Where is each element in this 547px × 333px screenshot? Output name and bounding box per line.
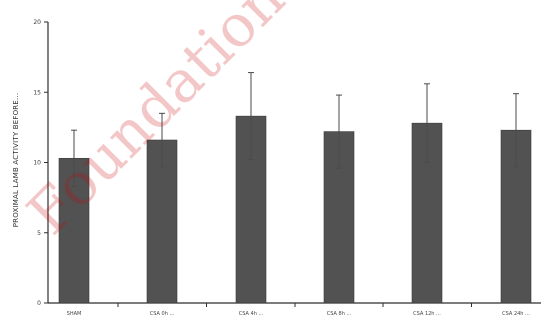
- y-axis-title: PROXIMAL LAMB ACTIVITY BEFORE...: [12, 93, 20, 228]
- category-label: SHAM: [67, 311, 82, 317]
- y-tick-label: 15: [33, 89, 41, 96]
- y-tick-label: 20: [33, 19, 41, 26]
- category-label: CSA 8h ...: [327, 311, 352, 317]
- y-tick-label: 0: [37, 300, 41, 307]
- labels-layer: 0 5 10 15 20 SHAM CSA 0h ... CSA 4h ... CSA 8h .…: [33, 19, 530, 317]
- y-tick-label: 5: [37, 230, 41, 237]
- axes-layer: [44, 21, 541, 307]
- category-label: CSA 4h ...: [239, 311, 264, 317]
- bars-layer: [58, 72, 532, 304]
- y-tick-label: 10: [33, 160, 41, 167]
- category-label: CSA 12h ...: [413, 311, 441, 317]
- category-label: CSA 0h ...: [150, 311, 175, 317]
- category-label: CSA 24h ...: [502, 311, 530, 317]
